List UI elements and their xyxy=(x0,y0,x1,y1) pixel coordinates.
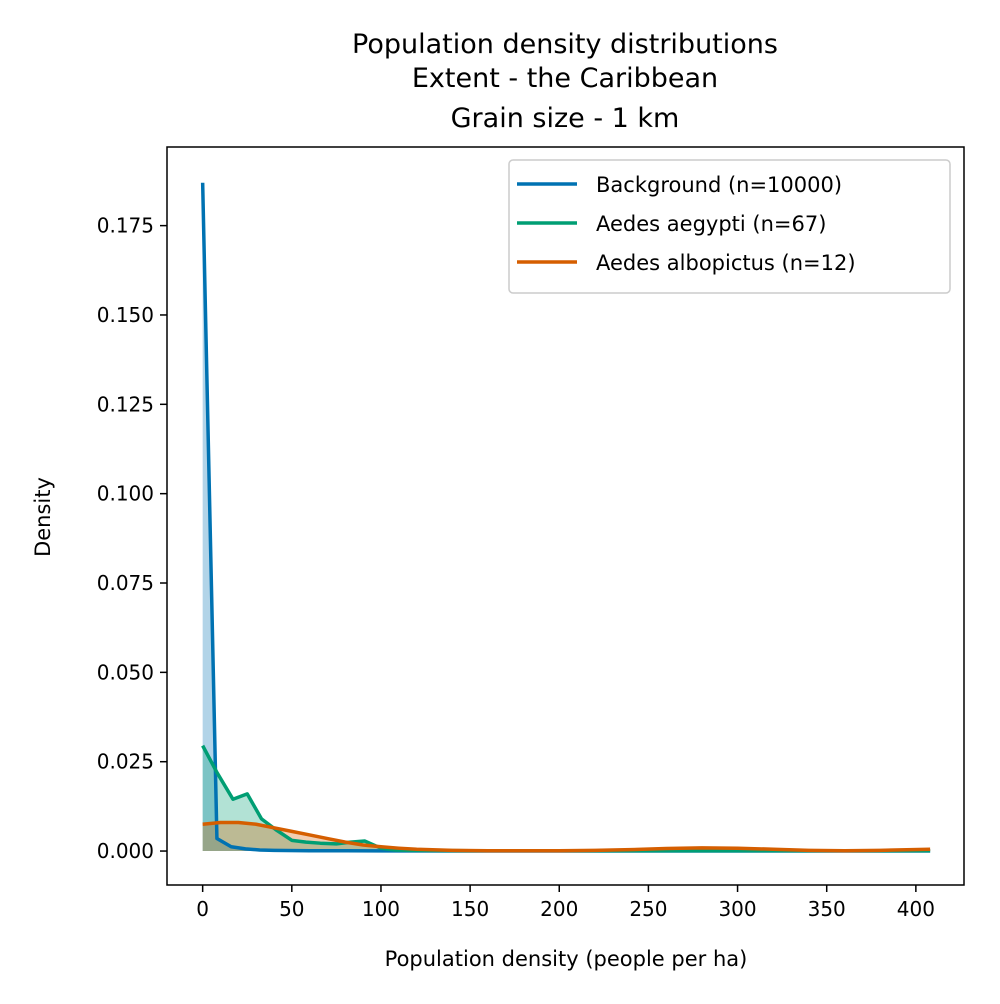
y-tick-label: 0.100 xyxy=(97,482,154,506)
legend-box xyxy=(508,159,951,294)
x-tick-label: 100 xyxy=(362,897,400,921)
series-layer xyxy=(200,182,931,853)
chart-title-line-2: Extent - the Caribbean xyxy=(412,63,718,94)
x-axis-label: Population density (people per ha) xyxy=(385,947,748,971)
x-tick-label: 0 xyxy=(196,897,209,921)
series-line-2 xyxy=(202,820,931,853)
y-tick-label: 0.175 xyxy=(97,214,154,238)
legend-label-0: Background (n=10000) xyxy=(596,173,842,197)
x-tick-label: 200 xyxy=(540,897,578,921)
y-tick-label: 0.125 xyxy=(97,392,154,416)
y-axis-ticks: 0.000 0.025 0.050 0.075 0.100 0.125 0.150 0.175 xyxy=(97,214,167,863)
y-tick-label: 0.025 xyxy=(97,750,154,774)
chart-title: Population density distributions Extent … xyxy=(352,29,778,134)
y-tick-label: 0.075 xyxy=(97,571,154,595)
plot-frame xyxy=(166,146,965,886)
y-tick-label: 0.000 xyxy=(97,839,154,863)
y-tick-label: 0.050 xyxy=(97,660,154,684)
x-axis-ticks: 0 50 100 150 200 250 300 350 400 xyxy=(196,885,935,921)
chart-title-line-3: Grain size - 1 km xyxy=(451,103,680,134)
y-tick-label: 0.150 xyxy=(97,303,154,327)
x-tick-label: 400 xyxy=(897,897,935,921)
legend: Background (n=10000) Aedes aegypti (n=67)… xyxy=(508,159,951,294)
series-area-2 xyxy=(202,822,931,852)
chart-title-line-1: Population density distributions xyxy=(352,29,778,60)
x-tick-label: 150 xyxy=(451,897,489,921)
legend-label-2: Aedes albopictus (n=12) xyxy=(596,251,856,275)
x-tick-label: 300 xyxy=(718,897,756,921)
x-tick-label: 250 xyxy=(629,897,667,921)
y-axis-label: Density xyxy=(31,477,55,557)
series-area-1 xyxy=(202,745,931,852)
x-tick-label: 350 xyxy=(808,897,846,921)
legend-label-1: Aedes aegypti (n=67) xyxy=(596,212,826,236)
x-tick-label: 50 xyxy=(279,897,304,921)
